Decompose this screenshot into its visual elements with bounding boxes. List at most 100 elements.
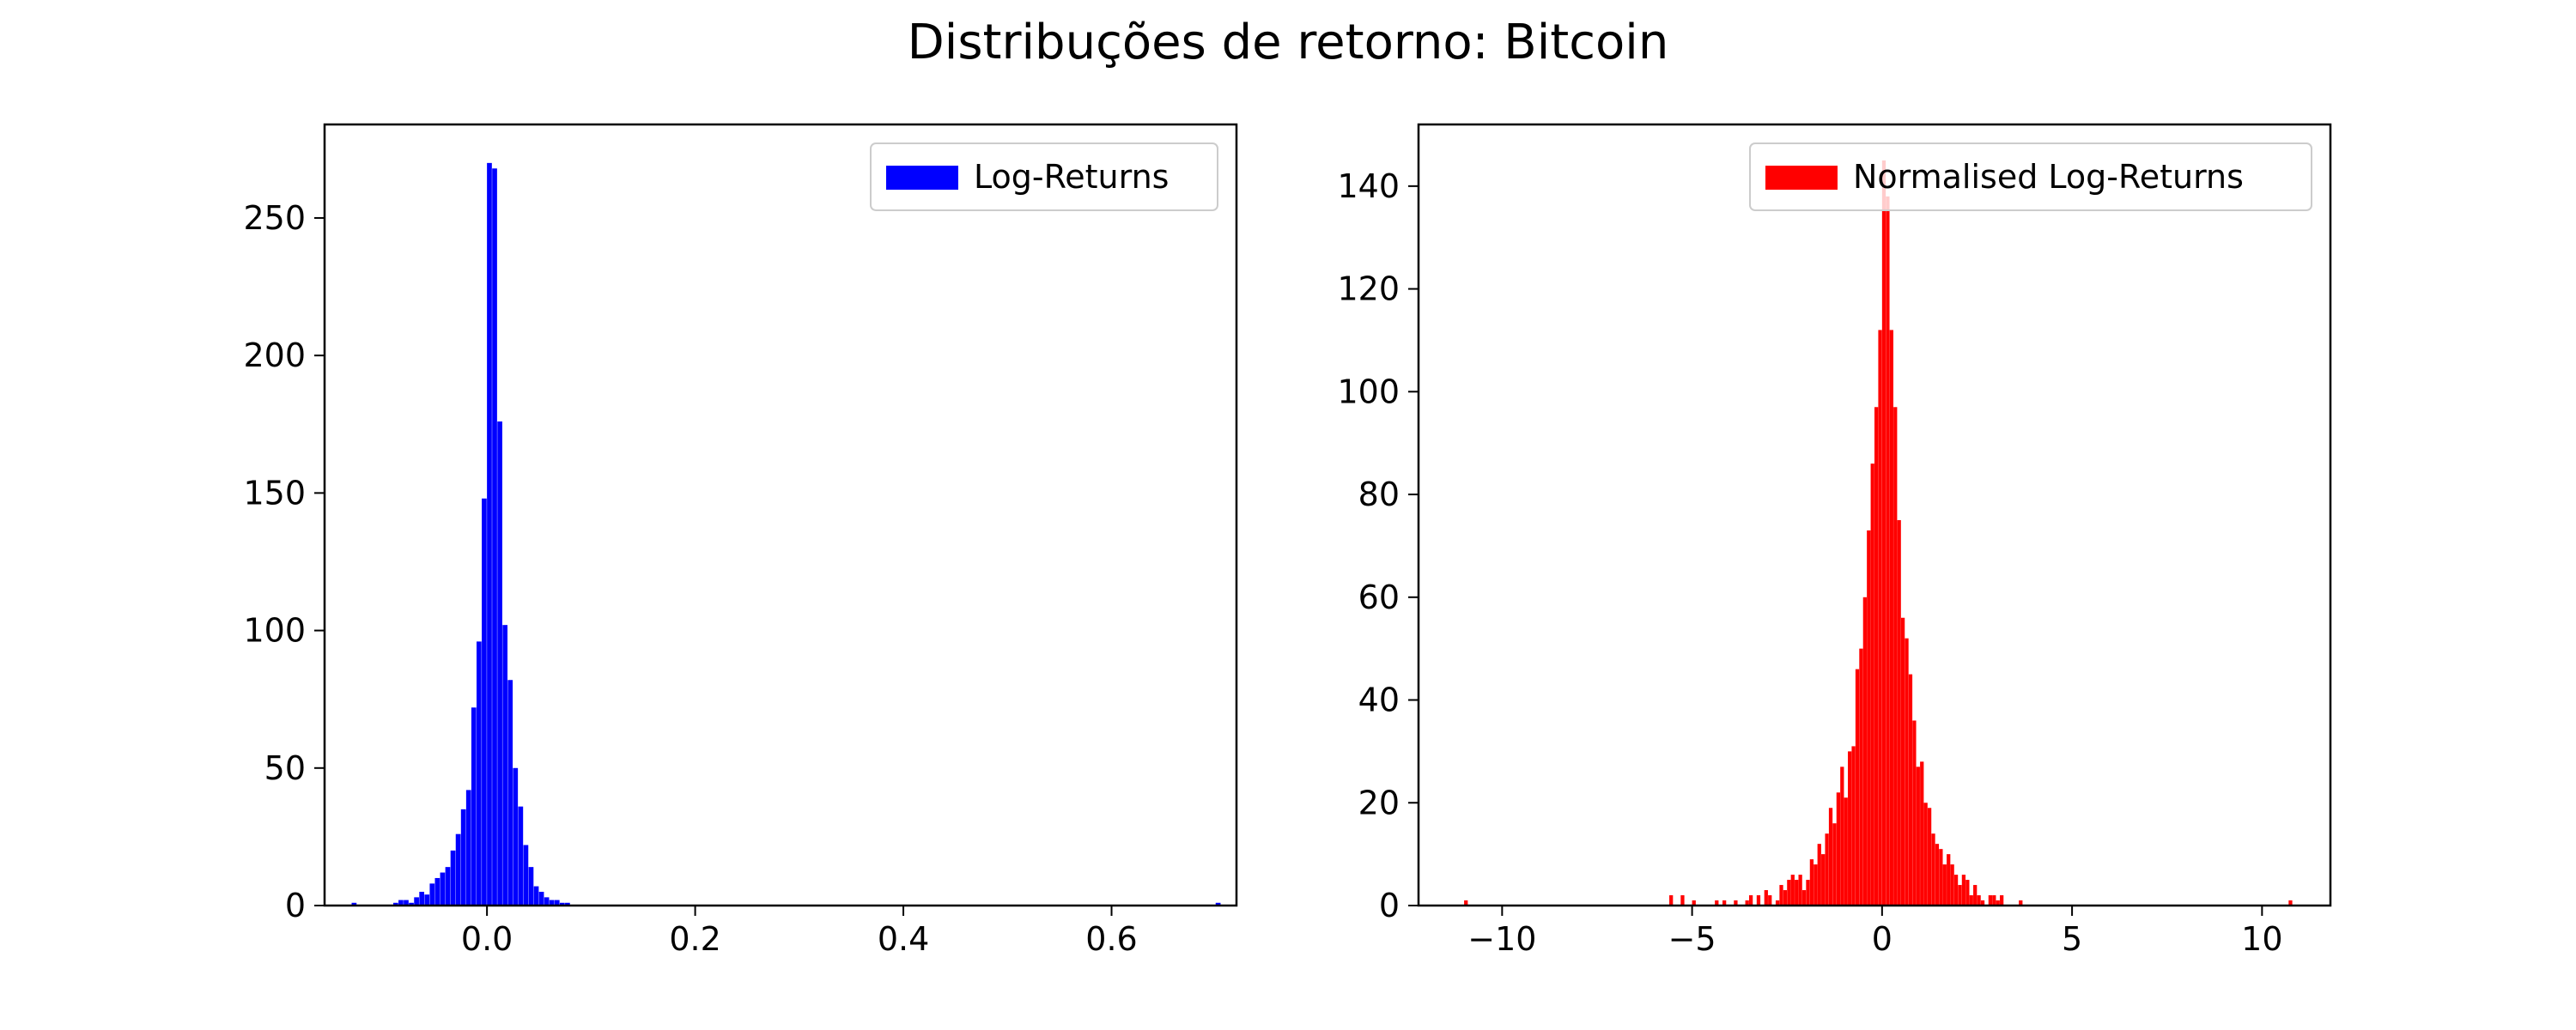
y-tick-label: 60 [1358, 579, 1400, 616]
histogram-bar [450, 850, 456, 906]
histogram-bar [1722, 900, 1727, 906]
histogram-bar [1947, 854, 1951, 906]
histogram-log-returns: 0.0 0.2 0.4 0.6 0 50 100 150 200 250 Log-Returns [243, 123, 1238, 958]
x-tick-label: 0.2 [669, 920, 720, 958]
histogram-bar [398, 900, 404, 906]
histogram-bar [1980, 900, 1985, 906]
y-tick-label: 40 [1358, 682, 1400, 719]
histogram-bar [424, 894, 430, 906]
histogram-bar [440, 872, 446, 906]
histogram-bar [1859, 648, 1863, 906]
histogram-bar [2000, 895, 2004, 906]
histogram-bar [2019, 900, 2023, 906]
histogram-bar [1977, 895, 1981, 906]
y-tick-label: 80 [1358, 476, 1400, 513]
y-tick-label: 0 [1379, 887, 1400, 924]
histogram-bar [1809, 859, 1814, 906]
histogram-bar [1923, 803, 1928, 906]
histogram-bar [554, 900, 560, 906]
histogram-bar [492, 168, 497, 906]
histogram-bar [1748, 895, 1753, 906]
legend-box [870, 142, 1218, 211]
histogram-bar [1680, 895, 1685, 906]
histogram-bar [1905, 638, 1909, 906]
x-tick-label: 5 [2062, 920, 2082, 958]
axes-frame [1417, 123, 2332, 907]
x-tick-label: 0.4 [878, 920, 929, 958]
histogram-bar [1867, 530, 1871, 906]
histogram-bar [1806, 880, 1810, 906]
histogram-bar [1973, 885, 1978, 906]
histogram-bar [1942, 864, 1947, 906]
histogram-bar [1832, 823, 1837, 906]
y-tick-label: 200 [243, 336, 306, 374]
histogram-bar [1889, 330, 1893, 906]
histogram-bar [1900, 617, 1905, 906]
histogram-bar [1795, 880, 1799, 906]
histogram-bar [502, 625, 508, 906]
histogram-bar [409, 902, 414, 906]
histogram-bar [1756, 895, 1761, 906]
histogram-bar [1798, 875, 1802, 906]
histogram-bar [477, 641, 482, 906]
y-tick-label: 150 [243, 474, 306, 512]
histogram-bar [414, 897, 419, 906]
histogram-bar [404, 900, 409, 906]
histogram-bar [1893, 407, 1898, 906]
histogram-bar [393, 902, 398, 906]
histogram-bar [1931, 833, 1935, 906]
figure-title: Distribuções de retorno: Bitcoin [908, 15, 1669, 70]
histogram-bar [434, 877, 440, 906]
y-tick-label: 20 [1358, 784, 1400, 821]
histogram-bar [465, 790, 471, 906]
bars [1464, 160, 2293, 906]
histogram-bar [1801, 890, 1807, 906]
histogram-bar [1996, 900, 2000, 906]
legend-label: Log-Returns [974, 158, 1169, 196]
histogram-bar [507, 680, 513, 906]
histogram-bar [1745, 900, 1749, 906]
histogram-bar [1787, 880, 1791, 906]
histogram-bar [2288, 900, 2293, 906]
histogram-bar [1215, 902, 1221, 906]
histogram-bar [487, 162, 492, 906]
histogram-bar [1783, 890, 1788, 906]
histogram-bar [1775, 900, 1780, 906]
x-tick-label: 0.0 [461, 920, 513, 958]
histogram-bar [1840, 766, 1844, 906]
histogram-bar [538, 891, 544, 906]
histogram-bar [1953, 875, 1959, 906]
y-tick-label: 250 [243, 199, 306, 237]
histogram-bar [1844, 797, 1848, 906]
histogram-bar [1908, 674, 1913, 906]
histogram-bar [429, 883, 435, 906]
x-tick-label: 10 [2241, 920, 2282, 958]
histogram-bar [1886, 196, 1890, 906]
histogram-bar [513, 767, 519, 906]
histogram-bar [1464, 900, 1468, 906]
y-tick-label: 0 [285, 887, 306, 924]
histogram-bar [419, 891, 425, 906]
x-tick-label: −10 [1467, 920, 1536, 958]
axes-frame [323, 123, 1238, 907]
histogram-bar [1950, 864, 1954, 906]
histogram-bar [544, 897, 550, 906]
histogram-bar [1825, 833, 1829, 906]
histogram-bar [1969, 895, 1973, 906]
histogram-bar [471, 707, 477, 906]
legend: Normalised Log-Returns [1749, 142, 2312, 211]
y-tick-label: 100 [243, 612, 306, 650]
histogram-bar [1734, 900, 1738, 906]
histogram-bar [549, 900, 555, 906]
y-tick-label: 120 [1337, 270, 1400, 308]
histogram-bar [533, 886, 539, 906]
legend-box [1749, 142, 2312, 211]
y-tick-label: 50 [264, 749, 306, 787]
histogram-bar [1961, 875, 1966, 906]
histogram-bar [1862, 597, 1867, 906]
histogram-bar [1817, 844, 1821, 906]
histogram-bar [1821, 854, 1826, 906]
histogram-bar [528, 867, 534, 906]
histogram-bar [1855, 669, 1860, 906]
